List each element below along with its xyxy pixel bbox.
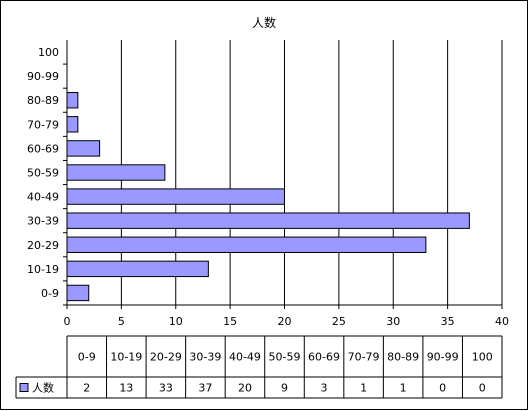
table-value-cell: 1 [400, 382, 407, 395]
bar [66, 212, 470, 229]
table-value-cell: 1 [360, 382, 367, 395]
bar [66, 284, 90, 302]
x-tick-label: 25 [332, 315, 346, 328]
table-value-cell: 20 [238, 382, 252, 395]
table-header-cell: 80-89 [387, 351, 419, 364]
table-header-cell: 0-9 [78, 351, 96, 364]
y-tick-label: 90-99 [27, 70, 59, 83]
bar [66, 116, 79, 133]
table-header-cell: 40-49 [229, 351, 261, 364]
y-tick-label: 10-19 [27, 263, 59, 276]
y-tick-label: 80-89 [27, 94, 59, 107]
table-value-cell: 2 [83, 382, 90, 395]
table-value-cell: 37 [198, 382, 212, 395]
bar [66, 188, 285, 205]
chart-title: 人数 [252, 15, 276, 30]
legend-label: 人数 [32, 382, 54, 395]
data-table: 0-9210-191320-293330-393740-492050-59960… [15, 335, 503, 399]
table-header-cell: 10-19 [110, 351, 142, 364]
x-tick-label: 30 [386, 315, 400, 328]
x-tick-label: 10 [169, 315, 183, 328]
y-tick-label: 40-49 [27, 191, 59, 204]
table-header-cell: 30-39 [189, 351, 221, 364]
table-header-cell: 50-59 [269, 351, 301, 364]
x-tick-label: 35 [441, 315, 455, 328]
plot-area: 0 5 10 15 20 25 30 35 40 0-9 10-19 20-29 30-39 40-49 5… [27, 40, 509, 328]
y-tick-label: 30-39 [27, 215, 59, 228]
table-value-cell: 0 [479, 382, 486, 395]
y-tick-label: 0-9 [41, 287, 59, 300]
table-value-cell: 33 [159, 382, 173, 395]
y-tick-label: 20-29 [27, 239, 59, 252]
table-value-cell: 13 [119, 382, 133, 395]
table-header-cell: 20-29 [150, 351, 182, 364]
table-value-cell: 3 [321, 382, 328, 395]
legend-swatch [19, 383, 29, 392]
y-tick-label: 50-59 [27, 167, 59, 180]
y-tick-label: 60-69 [27, 142, 59, 155]
x-tick-label: 40 [495, 315, 509, 328]
table-value-cell: 9 [281, 382, 288, 395]
table-header-cell: 70-79 [348, 351, 380, 364]
y-tick-label: 100 [38, 46, 59, 59]
table-header-cell: 90-99 [427, 351, 459, 364]
x-tick-label: 20 [278, 315, 292, 328]
bar [66, 140, 101, 157]
table-header-cell: 60-69 [308, 351, 340, 364]
bar [66, 260, 209, 278]
bar [66, 236, 427, 253]
bar [66, 92, 79, 109]
x-tick-label: 5 [118, 315, 125, 328]
x-tick-label: 15 [223, 315, 237, 328]
bar [66, 164, 166, 181]
x-tick-label: 0 [64, 315, 71, 328]
y-tick-label: 70-79 [27, 118, 59, 131]
table-value-cell: 0 [439, 382, 446, 395]
table-header-cell: 100 [472, 351, 493, 364]
